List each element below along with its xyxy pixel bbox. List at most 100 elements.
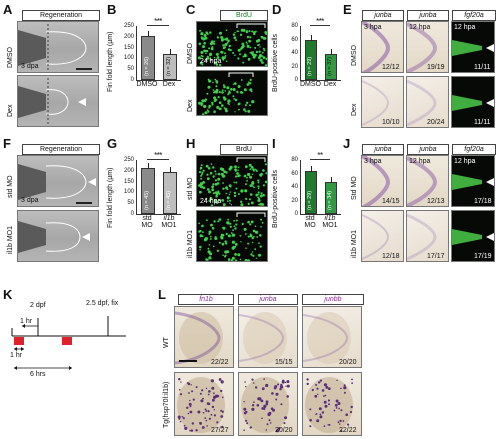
panel-e-count-r2c2: 20/24	[427, 119, 445, 126]
n-label: (n = 45)	[144, 190, 150, 210]
panel-l-image-r1c1: 22/22	[174, 306, 234, 368]
cell-dot	[237, 103, 240, 106]
panel-e-image-r1c3: 12 hpa 11/11	[451, 21, 495, 73]
cell-dot	[255, 50, 259, 54]
cell-dot	[198, 42, 202, 46]
cell-dot	[218, 378, 222, 381]
cell-dot	[202, 45, 205, 49]
panel-j-row2-label: il1b MO1	[351, 229, 358, 258]
cell-dot	[204, 98, 208, 101]
cell-dot	[334, 403, 338, 407]
cell-dot	[212, 398, 215, 402]
cell-dot	[228, 44, 231, 48]
cell-dot	[247, 242, 250, 245]
y-tick-label: 0	[130, 77, 134, 83]
cell-dot	[216, 56, 220, 59]
cell-dot	[277, 383, 279, 386]
cell-dot	[319, 379, 322, 382]
cell-dot	[225, 109, 228, 113]
cell-dot	[201, 426, 205, 429]
panel-h-header: BrdU	[220, 144, 268, 155]
cell-dot	[261, 407, 264, 410]
cell-dot	[337, 421, 340, 424]
significance-line	[310, 25, 330, 26]
panel-d-chart: 0 20 40 60 80 (n = 29) DMSO (n = 37) Dex ***	[282, 17, 344, 90]
panel-l-row2-label: Tg(hsp70l:il1b)	[163, 381, 170, 428]
scale-bar	[76, 68, 92, 70]
y-tick-label: 0	[130, 211, 134, 217]
cell-dot	[232, 229, 234, 232]
panel-k-label-2dpf: 2 dpf	[30, 302, 46, 309]
cell-dot	[208, 417, 211, 420]
cell-dot	[284, 416, 288, 420]
cell-dot	[206, 92, 209, 95]
cell-dot	[280, 383, 283, 387]
cell-dot	[222, 203, 226, 206]
panel-a-image-dmso: 3 dpa	[17, 21, 99, 73]
cell-dot	[208, 230, 212, 234]
cell-dot	[214, 179, 218, 182]
panel-f-image-std: 3 dpa	[17, 155, 99, 207]
cell-dot	[236, 30, 239, 33]
cell-dot	[227, 223, 229, 225]
cell-dot	[258, 54, 263, 58]
cell-dot	[217, 220, 220, 223]
cell-dot	[236, 90, 239, 94]
cell-dot	[243, 108, 246, 111]
cell-dot	[195, 386, 198, 389]
cell-dot	[248, 198, 251, 201]
cell-dot	[216, 105, 220, 109]
cell-dot	[224, 43, 228, 46]
chart-bar	[304, 40, 318, 80]
cell-dot	[347, 423, 350, 426]
cell-dot	[249, 46, 252, 49]
panel-c-image-dex	[196, 70, 268, 116]
cell-dot	[214, 191, 217, 194]
cell-dot	[321, 411, 325, 414]
cell-dot	[216, 36, 220, 39]
cell-dot	[204, 237, 208, 241]
cell-dot	[242, 61, 245, 64]
panel-e-image-r1c1: 3 hpa 12/12	[361, 21, 404, 73]
cell-dot	[249, 184, 253, 187]
cell-dot	[220, 51, 222, 53]
cell-dot	[205, 419, 208, 422]
cell-dot	[230, 204, 233, 206]
cell-dot	[200, 174, 203, 177]
cell-dot	[233, 36, 237, 40]
cell-dot	[187, 382, 191, 386]
cell-dot	[211, 101, 214, 105]
error-bar	[148, 30, 149, 37]
cell-dot	[243, 407, 247, 411]
panel-j-letter: J	[343, 136, 351, 151]
y-tick-label: 20	[291, 197, 298, 204]
cell-dot	[260, 218, 262, 221]
cell-dot	[222, 84, 225, 87]
cell-dot	[257, 179, 260, 182]
cell-dot	[201, 113, 205, 115]
cell-dot	[208, 79, 212, 83]
cell-dot	[260, 192, 263, 195]
cell-dot	[232, 95, 235, 98]
panel-j-image-r1c3: 12 hpa 17/18	[451, 155, 495, 207]
cell-dot	[206, 188, 210, 191]
panel-g-ylabel: Fin fold length (µm)	[107, 167, 114, 228]
cell-dot	[227, 39, 230, 43]
cell-dot	[254, 248, 257, 251]
cell-dot	[266, 423, 269, 426]
cell-dot	[250, 166, 254, 169]
cell-dot	[234, 165, 237, 169]
x-tick-label: MO	[141, 222, 153, 229]
panel-e-count-r1c3: 11/11	[474, 64, 491, 71]
cell-dot	[226, 200, 229, 203]
cell-dot	[179, 393, 183, 396]
cell-dot	[265, 57, 267, 61]
panel-j-row1-label: Std MO	[351, 176, 358, 200]
cell-dot	[315, 383, 318, 386]
cell-dot	[267, 412, 271, 417]
cell-dot	[235, 223, 238, 226]
cell-dot	[186, 406, 189, 409]
cell-dot	[190, 429, 194, 432]
cell-dot	[207, 402, 211, 406]
cell-dot	[203, 34, 207, 37]
